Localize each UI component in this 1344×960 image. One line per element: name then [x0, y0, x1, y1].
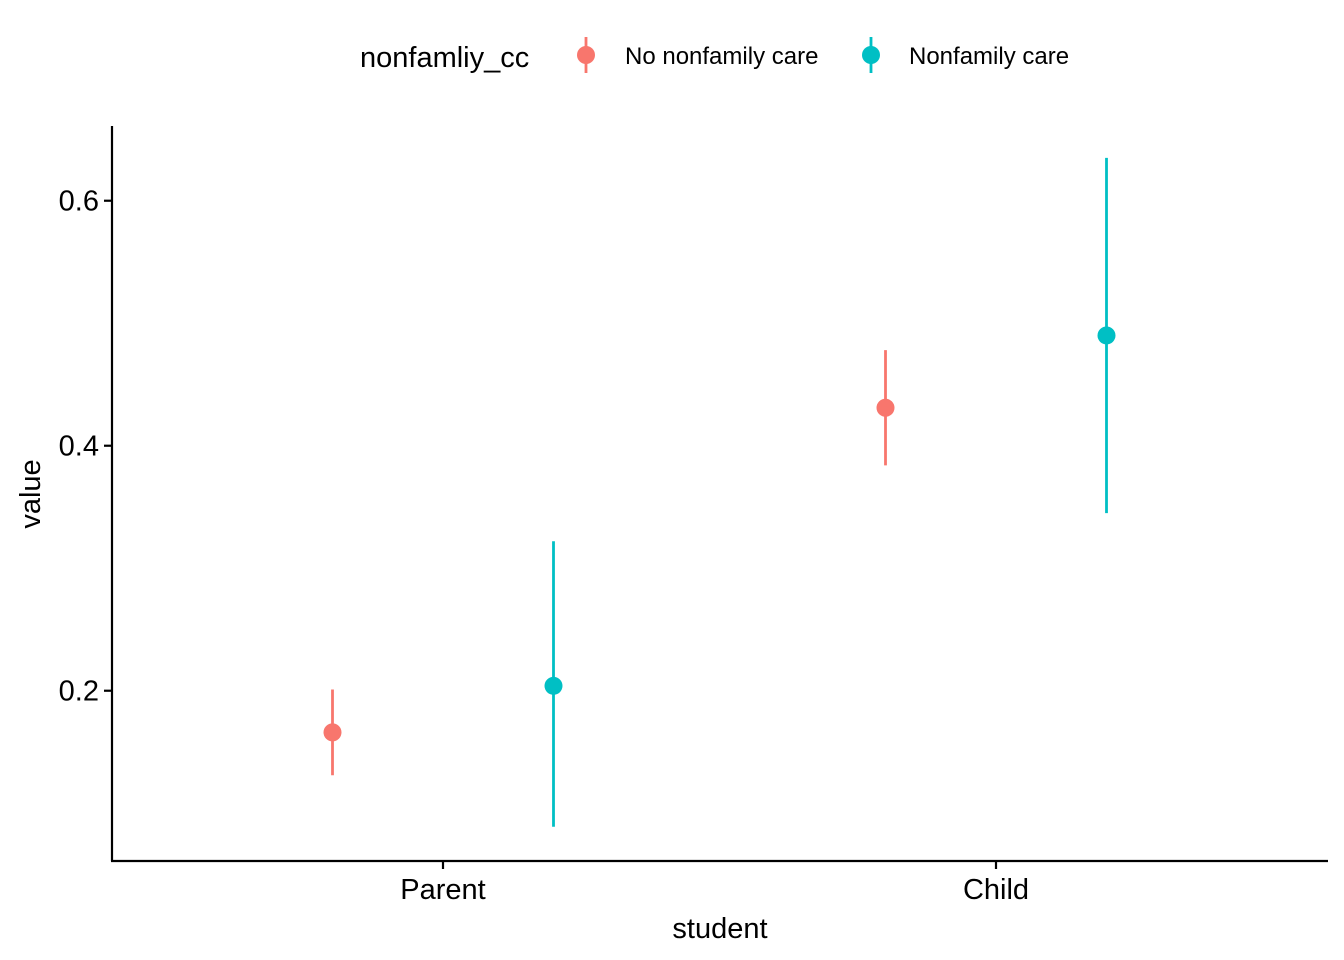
x-tick-label: Child	[963, 874, 1029, 906]
x-axis-title: student	[672, 913, 767, 945]
y-tick-label: 0.6	[59, 186, 99, 218]
legend-item-1: Nonfamily care	[862, 37, 1069, 73]
data-point	[876, 398, 895, 417]
y-axis-title: value	[15, 459, 47, 528]
data-point	[1097, 326, 1116, 345]
legend-item-0: No nonfamily care	[577, 37, 818, 73]
legend-items: No nonfamily care Nonfamily care	[577, 37, 1069, 73]
legend-label: No nonfamily care	[625, 43, 818, 70]
y-tick-label: 0.2	[59, 676, 99, 708]
legend-title: nonfamliy_cc	[360, 42, 529, 74]
series-0	[323, 350, 895, 776]
y-tick-label: 0.4	[59, 431, 99, 463]
series-1	[544, 157, 1116, 827]
legend-key-point	[577, 46, 595, 64]
legend: nonfamliy_cc No nonfamily care Nonfamily …	[360, 37, 1069, 74]
x-tick-label: Parent	[400, 874, 485, 906]
data-point	[323, 723, 342, 742]
data-point	[544, 676, 563, 695]
plot-marks	[323, 157, 1116, 827]
legend-key-point	[862, 46, 880, 64]
x-axis-ticks: Parent Child	[400, 861, 1029, 906]
y-axis-ticks: 0.2 0.4 0.6	[59, 186, 112, 708]
legend-label: Nonfamily care	[909, 43, 1069, 70]
